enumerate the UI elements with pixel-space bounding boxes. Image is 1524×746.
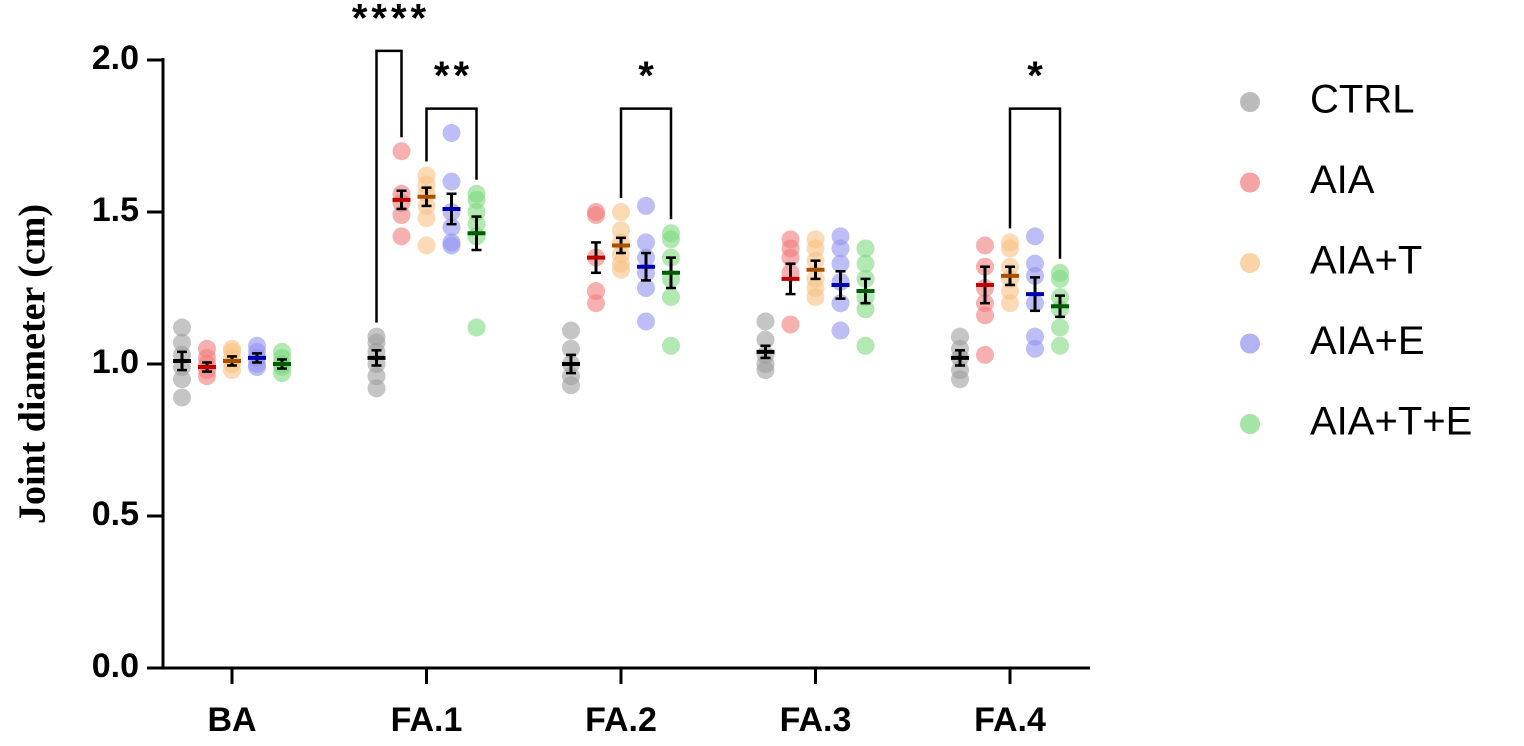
significance-bracket xyxy=(375,49,403,323)
data-point xyxy=(662,230,680,249)
data-point xyxy=(976,345,994,364)
data-point xyxy=(951,370,969,389)
legend-label: AIA xyxy=(1310,158,1375,202)
y-tick-label: 0.5 xyxy=(92,495,139,533)
x-tick-label: FA.1 xyxy=(391,701,463,739)
data-point xyxy=(662,288,680,307)
data-point xyxy=(562,376,580,395)
data-point xyxy=(756,330,775,349)
significance-bracket xyxy=(619,107,673,220)
significance-label: * xyxy=(638,54,658,98)
data-point xyxy=(587,206,605,225)
data-point xyxy=(976,236,994,255)
significance-label: * xyxy=(1027,54,1047,98)
data-point xyxy=(856,300,875,319)
data-point xyxy=(1026,339,1044,358)
data-point xyxy=(1001,239,1019,258)
data-point xyxy=(587,294,605,313)
data-point xyxy=(367,379,386,398)
data-point xyxy=(1001,294,1019,313)
data-point xyxy=(637,279,655,297)
data-point xyxy=(562,321,580,340)
data-point xyxy=(856,239,875,258)
legend-label: AIA+T xyxy=(1310,239,1422,283)
data-point xyxy=(467,318,486,337)
data-point xyxy=(756,361,775,380)
data-point xyxy=(1051,336,1069,355)
significance-label: ** xyxy=(434,54,473,98)
data-point xyxy=(637,233,655,252)
data-point xyxy=(392,142,411,161)
data-point xyxy=(831,239,850,258)
y-axis-label: Joint diameter (cm) xyxy=(12,204,54,524)
data-point xyxy=(612,260,630,279)
data-point xyxy=(417,209,436,228)
data-point xyxy=(1026,227,1044,246)
data-point xyxy=(442,172,461,191)
data-point xyxy=(392,206,411,225)
y-tick-label: 2.0 xyxy=(92,39,139,77)
data-point xyxy=(562,339,580,358)
data-point xyxy=(442,123,461,142)
data-point xyxy=(392,227,411,246)
data-point xyxy=(173,318,191,337)
y-tick-label: 0.0 xyxy=(92,647,139,685)
data-point xyxy=(1026,266,1044,285)
legend-marker xyxy=(1240,172,1260,193)
data-point xyxy=(417,236,436,255)
data-point xyxy=(856,336,875,355)
x-tick-label: FA.3 xyxy=(780,701,852,739)
data-point xyxy=(1051,318,1069,337)
x-tick-label: BA xyxy=(207,701,256,739)
data-point xyxy=(831,321,850,340)
data-point xyxy=(806,288,825,307)
y-tick-label: 1.0 xyxy=(92,343,139,381)
data-point xyxy=(781,315,800,334)
data-point xyxy=(442,218,461,237)
significance-bracket xyxy=(425,107,478,180)
legend-label: CTRL xyxy=(1310,78,1414,122)
data-point xyxy=(856,254,875,273)
data-point xyxy=(831,254,850,273)
legend-marker xyxy=(1240,253,1260,273)
significance-label: **** xyxy=(352,0,430,40)
data-point xyxy=(637,312,655,331)
data-point xyxy=(173,388,191,407)
data-point xyxy=(662,336,680,355)
legend-label: AIA+E xyxy=(1310,319,1425,363)
legend-label: AIA+T+E xyxy=(1310,400,1472,444)
y-tick-label: 1.5 xyxy=(92,191,139,229)
data-point xyxy=(637,196,655,215)
data-point xyxy=(781,248,800,267)
data-point xyxy=(173,370,191,389)
legend-marker xyxy=(1240,92,1260,112)
data-point xyxy=(442,236,461,255)
x-tick-label: FA.4 xyxy=(974,701,1046,739)
x-tick-label: FA.2 xyxy=(585,701,657,739)
data-point xyxy=(756,312,775,331)
legend-marker xyxy=(1240,333,1260,354)
legend-marker xyxy=(1240,414,1260,434)
significance-bracket xyxy=(1008,107,1062,259)
data-point xyxy=(976,306,994,325)
data-point xyxy=(612,203,630,221)
data-point xyxy=(1051,269,1069,288)
